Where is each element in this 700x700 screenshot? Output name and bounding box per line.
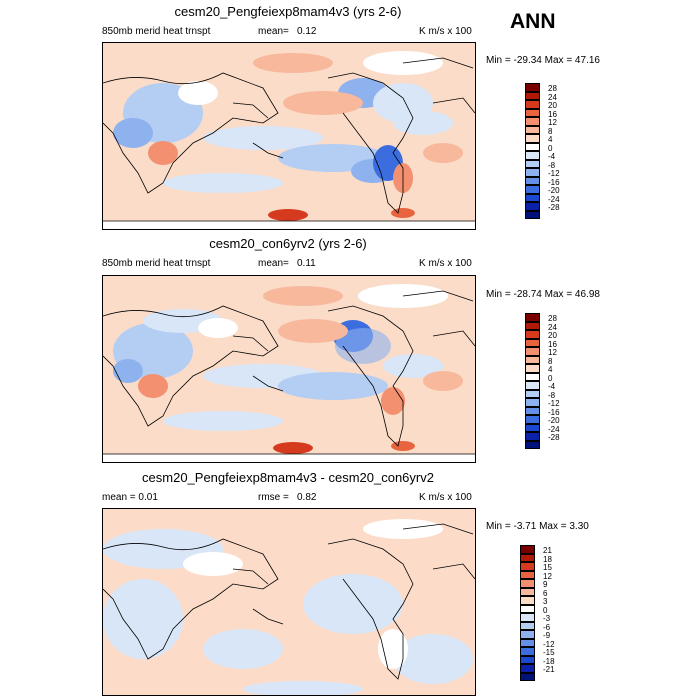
colorbar-3-label-3: 12 [543,571,552,581]
colorbar-3-label-10: -9 [543,631,551,640]
colorbar-1-label-2: 20 [548,101,557,110]
panel-3-minmax: Min = -3.71 Max = 3.30 [486,521,589,532]
panel-3-map [102,508,476,696]
season-label: ANN [510,10,556,33]
panel-1-map [102,42,476,230]
colorbar-1-label-3: 16 [548,109,557,119]
panel-2-map [102,275,476,463]
colorbar-2-label-14: -28 [548,433,560,442]
colorbar-1-label-5: 8 [548,126,553,136]
colorbar-1-label-11: -16 [548,177,560,187]
colorbar-2-label-12: -20 [548,416,560,425]
colorbar-2-label-13: -24 [548,424,560,434]
panel-1-stat-value: 0.12 [297,26,317,37]
colorbar-1-label-6: 4 [548,135,553,144]
colorbar-3-label-2: 15 [543,563,552,572]
panel-2-units: K m/s x 100 [419,258,472,269]
panel-3-units: K m/s x 100 [419,492,472,503]
panel-3-stat-label: rmse = [258,492,289,503]
panel-3-title: cesm20_Pengfeiexp8mam4v3 - cesm20_con6yr… [142,470,434,485]
panel-1-left-label: 850mb merid heat trnspt [102,26,211,37]
panel-2-left-label: 850mb merid heat trnspt [102,258,211,269]
colorbar-3-label-13: -18 [543,656,555,666]
colorbar-3-label-0: 21 [543,546,552,555]
panel-2-title: cesm20_con6yrv2 (yrs 2-6) [209,236,367,251]
colorbar-1-label-13: -24 [548,194,560,204]
colorbar-2-label-4: 12 [548,348,557,357]
panel-2-stat-label: mean= [258,258,289,269]
panel-2-minmax: Min = -28.74 Max = 46.98 [486,289,600,300]
colorbar-1-label-14: -28 [548,203,560,212]
colorbar-3-label-8: -3 [543,614,551,623]
colorbar-1-label-8: -4 [548,152,556,161]
colorbar-1-label-1: 24 [548,92,557,102]
colorbar-3-label-4: 9 [543,580,548,589]
panel-2-stat-value: 0.11 [297,258,316,269]
colorbar-1-label-0: 28 [548,84,557,93]
colorbar-2-label-10: -12 [548,399,560,408]
colorbar-3-label-6: 3 [543,597,548,606]
colorbar-2-label-1: 24 [548,322,557,332]
colorbar-2-label-0: 28 [548,314,557,323]
colorbar-1-label-4: 12 [548,118,557,127]
colorbar-2-label-6: 4 [548,365,553,374]
colorbar-3-label-11: -12 [543,639,555,649]
colorbar-3-label-1: 18 [543,554,552,564]
colorbar-1-label-7: 0 [548,143,553,153]
colorbar-2-label-5: 8 [548,356,553,366]
panel-1-minmax: Min = -29.34 Max = 47.16 [486,55,600,66]
panel-3-left-label: mean = 0.01 [102,492,158,503]
colorbar-3-label-7: 0 [543,605,548,615]
colorbar-2-label-3: 16 [548,339,557,349]
colorbar-2-label-9: -8 [548,390,556,400]
colorbar-2-label-8: -4 [548,382,556,391]
panel-1-stat-label: mean= [258,26,289,37]
colorbar-3-label-5: 6 [543,588,548,598]
colorbar-2-label-7: 0 [548,373,553,383]
panel-3-stat-value: 0.82 [297,492,317,503]
colorbar-3-label-9: -6 [543,622,551,632]
colorbar-1-label-9: -8 [548,160,556,170]
colorbar-3-label-14: -21 [543,665,555,674]
colorbar-3-label-12: -15 [543,648,555,657]
colorbar-2-label-11: -16 [548,407,560,417]
panel-1-title: cesm20_Pengfeiexp8mam4v3 (yrs 2-6) [174,4,402,19]
colorbar-1-label-10: -12 [548,169,560,178]
panel-1-units: K m/s x 100 [419,26,472,37]
panel-2-colorbar [525,313,540,453]
panel-1-colorbar [525,83,540,223]
colorbar-2-label-2: 20 [548,331,557,340]
colorbar-1-label-12: -20 [548,186,560,195]
panel-3-colorbar [520,545,535,685]
